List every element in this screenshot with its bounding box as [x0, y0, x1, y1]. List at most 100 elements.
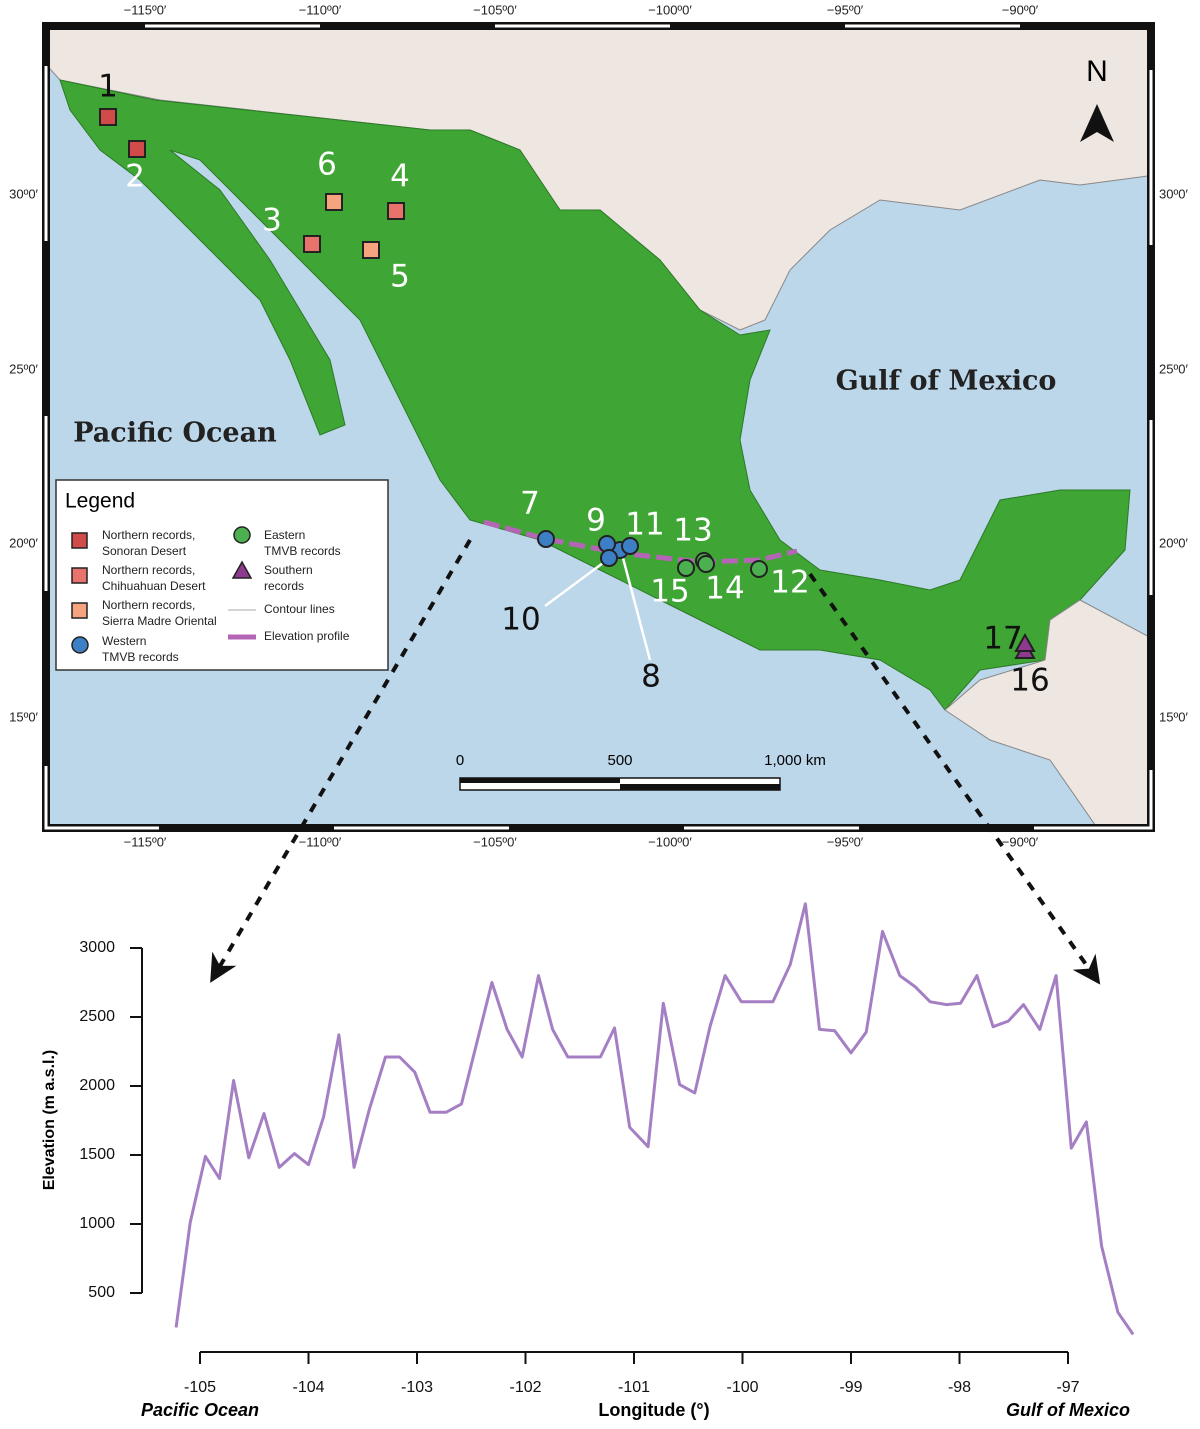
legend-label: Northern records,	[102, 563, 195, 577]
x-tick-label: -99	[839, 1379, 862, 1396]
profile-arrow	[808, 572, 1101, 985]
lon-label: −110º0′	[299, 2, 342, 17]
site-pointer	[544, 561, 604, 608]
lon-label: −100º0′	[648, 834, 692, 849]
lat-label: 20º0′	[9, 535, 38, 550]
site-marker	[303, 235, 321, 253]
legend-label: TMVB records	[102, 650, 179, 664]
site-marker	[325, 193, 343, 211]
legend: Legend	[55, 479, 389, 671]
x-tick-label: -102	[509, 1379, 541, 1396]
lon-label: −100º0′	[648, 2, 692, 17]
x-axis-label: Longitude (°)	[598, 1400, 709, 1420]
y-tick-label: 3000	[79, 939, 115, 956]
mexico	[59, 79, 1131, 711]
x-tick-label: -98	[948, 1379, 971, 1396]
site-label: 9	[586, 503, 606, 539]
legend-symbol	[71, 636, 89, 654]
y-tick-label: 1500	[79, 1146, 115, 1163]
lon-label: −95º0′	[827, 2, 864, 17]
scale-label: 0	[456, 752, 464, 769]
site-label: 6	[317, 147, 337, 183]
y-tick-label: 2000	[79, 1077, 115, 1094]
lat-label: 30º0′	[9, 186, 38, 201]
y-axis-label: Elevation (m a.s.l.)	[41, 1050, 58, 1190]
site-label: 10	[501, 602, 540, 638]
site-label: 8	[641, 659, 661, 695]
elevation-line	[174, 902, 1135, 1336]
profile-arrow	[210, 538, 472, 983]
annotation: Gulf of Mexico	[1006, 1400, 1130, 1420]
scale-label: 500	[607, 752, 632, 769]
y-tick-label: 500	[88, 1284, 115, 1301]
site-label: 14	[705, 571, 744, 607]
y-tick-label: 2500	[79, 1008, 115, 1025]
lat-label: 25º0′	[9, 361, 38, 376]
site-marker	[99, 108, 117, 126]
site-marker	[387, 202, 405, 220]
legend-symbol	[231, 560, 253, 579]
x-tick-label: -101	[618, 1379, 650, 1396]
legend-label: Contour lines	[264, 602, 335, 616]
legend-symbol	[71, 567, 88, 584]
site-label: 1	[98, 69, 118, 105]
lat-label: 15º0′	[9, 709, 38, 724]
x-tick-label: -97	[1056, 1379, 1079, 1396]
legend-label: Northern records,	[102, 598, 195, 612]
legend-label: Western	[102, 634, 146, 648]
site-marker	[600, 549, 618, 567]
lat-label: 30º0′	[1159, 186, 1188, 201]
lon-label: −90º0′	[1002, 2, 1039, 17]
elevation-profile-line	[483, 519, 798, 565]
legend-label: Chihuahuan Desert	[102, 579, 206, 593]
x-tick-label: -104	[292, 1379, 324, 1396]
site-marker	[362, 241, 380, 259]
legend-label: records	[264, 579, 304, 593]
map-frame-stripes	[44, 24, 1153, 830]
legend-label: Southern	[264, 563, 313, 577]
x-tick-label: -100	[726, 1379, 758, 1396]
site-label: 2	[125, 159, 145, 195]
legend-label: TMVB records	[264, 544, 341, 558]
site-label: 12	[770, 565, 809, 601]
x-tick-label: -103	[401, 1379, 433, 1396]
site-marker	[621, 537, 639, 555]
lon-label: −110º0′	[299, 834, 342, 849]
pointer-arrows	[210, 538, 1101, 985]
central-america	[944, 599, 1151, 828]
annotation: Pacific Ocean	[141, 1400, 259, 1420]
legend-symbol	[71, 532, 88, 549]
site-marker	[750, 560, 768, 578]
lat-label: 15º0′	[1159, 709, 1188, 724]
site-label: 3	[262, 203, 282, 239]
map-body	[46, 26, 1151, 828]
legend-label: Northern records,	[102, 528, 195, 542]
legend-label: Sierra Madre Oriental	[102, 614, 217, 628]
lon-label: −105º0′	[473, 834, 517, 849]
y-tick-label: 1000	[79, 1215, 115, 1232]
x-tick-label: -105	[184, 1379, 216, 1396]
site-label: 5	[390, 259, 410, 295]
site-label: 11	[625, 507, 664, 543]
lat-label: 25º0′	[1159, 361, 1188, 376]
site-marker	[1014, 632, 1036, 652]
north-arrow-head	[1080, 104, 1114, 142]
lon-label: −105º0′	[473, 2, 517, 17]
lon-label: −95º0′	[827, 834, 864, 849]
site-marker	[697, 555, 715, 573]
scale-bar-black	[460, 778, 620, 783]
lon-label: −90º0′	[1002, 834, 1039, 849]
site-marker	[537, 530, 555, 548]
legend-box	[55, 479, 389, 671]
scale-label: 1,000 km	[764, 752, 826, 769]
legend-label: Eastern	[264, 528, 305, 542]
site-label: 7	[520, 486, 540, 522]
site-label: 13	[673, 513, 712, 549]
site-marker	[677, 559, 695, 577]
ocean-label: Pacific Ocean	[73, 418, 277, 449]
site-pointer	[621, 557, 652, 661]
scale-bar-black	[620, 784, 780, 790]
legend-title: Legend	[65, 490, 135, 513]
site-label: 15	[650, 574, 689, 610]
